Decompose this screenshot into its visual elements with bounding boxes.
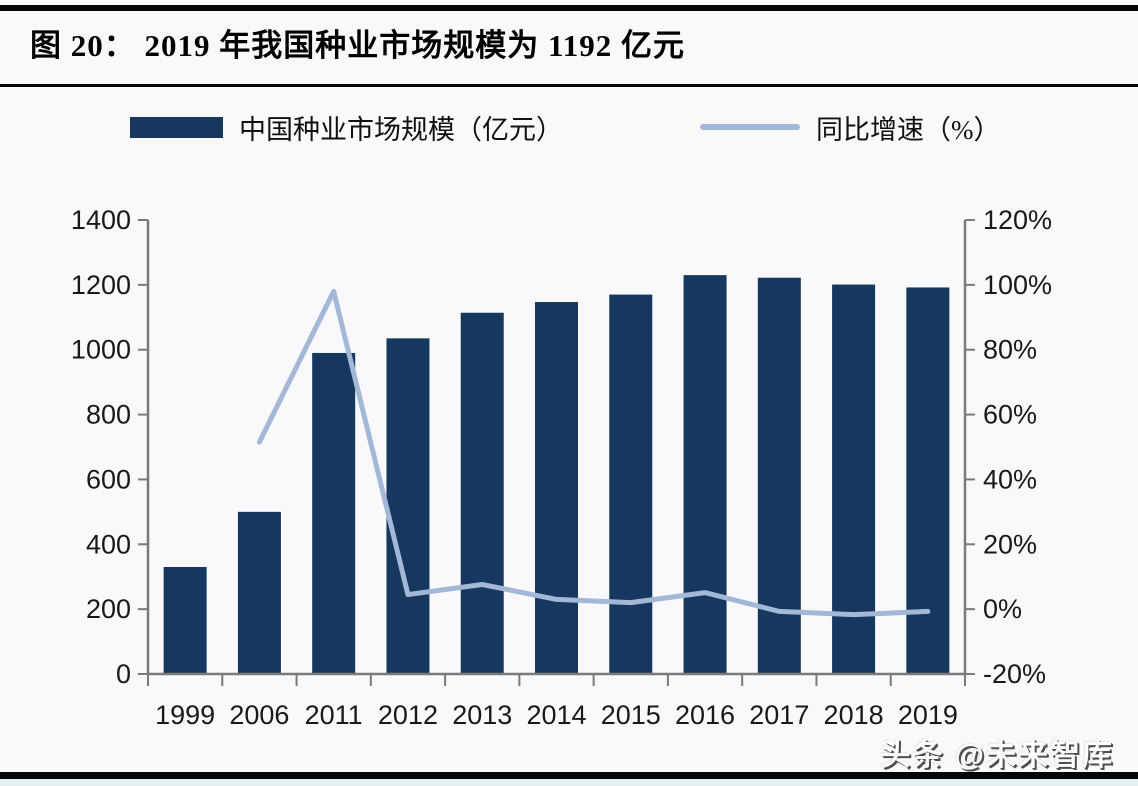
- x-axis-label: 2017: [749, 700, 809, 730]
- bar-2019: [906, 287, 950, 674]
- bar-2013: [460, 312, 504, 674]
- line-swatch-icon: [700, 124, 800, 130]
- bar-2015: [609, 294, 653, 674]
- top-rule: [0, 5, 1138, 11]
- bar-1999: [163, 566, 207, 674]
- figure-title: 图 20： 2019 年我国种业市场规模为 1192 亿元: [30, 28, 686, 63]
- x-axis-label: 2006: [229, 700, 289, 730]
- right-axis-label: 40%: [983, 464, 1037, 494]
- legend-label-market: 中国种业市场规模（亿元）: [239, 114, 563, 145]
- bottom-rule: [0, 772, 1138, 779]
- bar-swatch-icon: [130, 116, 223, 138]
- x-axis-label: 2012: [378, 700, 438, 730]
- x-axis-label: 2019: [898, 700, 958, 730]
- right-axis-label: 80%: [983, 335, 1037, 365]
- right-axis-label: 120%: [983, 205, 1052, 235]
- bar-2016: [683, 275, 727, 674]
- left-axis-label: 200: [86, 594, 131, 624]
- right-axis-label: 20%: [983, 529, 1037, 559]
- bar-2006: [237, 511, 281, 674]
- x-axis-label: 1999: [155, 700, 215, 730]
- left-axis-label: 0: [116, 659, 131, 689]
- legend-item-market: 中国种业市场规模（亿元）: [130, 110, 563, 145]
- footer-strip: [0, 779, 1138, 786]
- bar-2018: [832, 284, 876, 674]
- x-axis-label: 2011: [305, 700, 363, 730]
- combo-chart: 0 200 400 600 800 1000 1200 1400 -20% 0% 20% 40% 60%…: [71, 205, 1052, 730]
- left-axis-label: 400: [86, 529, 131, 559]
- left-axis-label: 1400: [71, 205, 131, 235]
- chart-area: 0 200 400 600 800 1000 1200 1400 -20% 0% 20% 40% 60%…: [0, 170, 1138, 745]
- watermark: 头条 @未来智库: [880, 739, 1114, 772]
- title-rule: [0, 84, 1138, 87]
- bar-2011: [312, 352, 356, 674]
- bar-2012: [386, 338, 430, 674]
- left-axis-label: 800: [86, 400, 131, 430]
- x-axis-label: 2014: [526, 700, 586, 730]
- x-axis-label: 2018: [824, 700, 884, 730]
- left-axis-label: 1200: [71, 270, 131, 300]
- right-axis-label: 60%: [983, 400, 1037, 430]
- left-axis-label: 1000: [71, 335, 131, 365]
- legend-item-growth: 同比增速（%）: [700, 110, 1001, 145]
- legend-label-growth: 同比增速（%）: [816, 114, 1001, 145]
- bar-2014: [535, 302, 578, 674]
- right-axis-label: -20%: [983, 659, 1046, 689]
- left-axis-label: 600: [86, 464, 131, 494]
- right-axis-label: 100%: [983, 270, 1052, 300]
- x-axis-label: 2013: [452, 700, 512, 730]
- x-axis-label: 2015: [601, 700, 661, 730]
- right-axis-label: 0%: [983, 594, 1022, 624]
- growth-line: [256, 288, 931, 618]
- x-axis-label: 2016: [675, 700, 735, 730]
